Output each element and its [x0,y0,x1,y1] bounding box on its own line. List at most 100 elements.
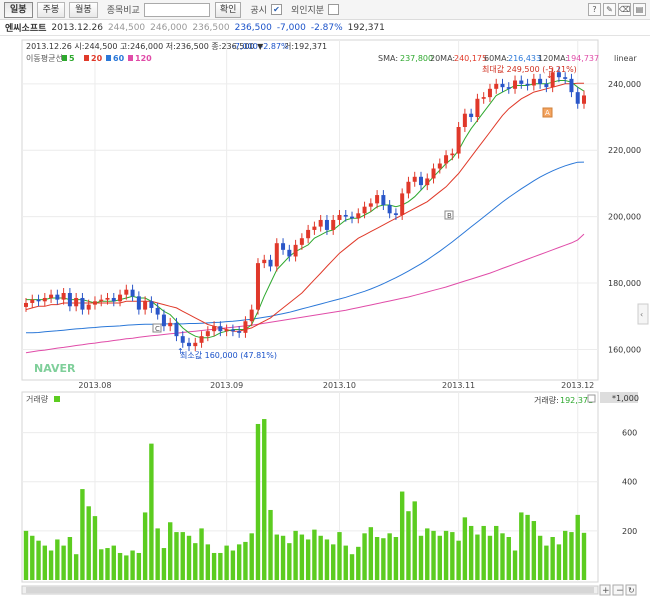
min-price-label: 최소값 160,000 (47.81%) [180,350,277,360]
volume-bar [243,541,248,580]
volume-bar [500,533,505,580]
date-tick-label: 2013.11 [442,381,475,390]
eraser-icon[interactable]: ⌫ [618,3,631,16]
volume-legend-swatch [54,396,60,402]
volume-bar [186,535,192,580]
volume-bar [268,509,273,580]
ma120-value: 194,737 [566,54,599,63]
zoom-in-button[interactable] [599,584,611,596]
ma60-label: 60MA: [484,54,509,63]
right-panel-toggle[interactable] [637,303,649,325]
volume-bar [23,530,29,580]
volume-tick-label: 200 [622,527,637,536]
volume-bar [161,548,167,580]
zoom-out-icon: − [616,586,624,596]
help-icon[interactable]: ? [588,3,601,16]
candle-body [381,195,386,206]
candle-body [450,153,455,156]
ma-legend-swatch [128,55,133,61]
quote-bar: 엔씨소프트 2013.12.26 244,500 246,000 236,500… [0,20,650,36]
volume-bar [230,550,236,580]
candle-body [143,301,148,310]
monthly-period-button[interactable]: 월봉 [69,1,98,18]
candle-body [487,88,492,98]
compare-label: 종목비교 [106,6,140,16]
candle-body [563,77,568,79]
ma60-value: 216,433 [508,54,541,63]
reset-button[interactable] [625,584,637,596]
candle-body [249,309,254,322]
volume-bar [569,532,574,580]
candle-body [149,301,154,308]
volume-bar [368,527,374,580]
candle-body [199,336,204,343]
candle-body [230,329,235,332]
candle-body [343,214,348,217]
weekly-period-button[interactable]: 주봉 [36,1,66,18]
candle-body [362,206,367,214]
disclosure-label: 공시 [250,6,267,16]
candle-body [337,214,342,220]
candle-body [161,314,166,327]
volume-bar [287,543,292,580]
volume-pane-close[interactable] [587,394,596,403]
event-marker-a-text: A [545,109,550,117]
candle-body [393,213,398,215]
scale-label[interactable]: linear [614,54,637,63]
quote-date: 2013.12.26 [51,22,103,33]
ohlc-volume: 거:192,371 [284,42,327,51]
disclosure-checkbox[interactable]: ✔ [270,4,282,15]
volume-bar [412,501,417,580]
candle-body [481,97,486,99]
volume-bar [431,530,436,580]
candle-body [187,342,192,347]
toolbar: 일봉 주봉 월봉 종목비교 확인 공시 ✔ 외인지분 ? ✎ ⌫ ▤ [0,0,650,20]
event-marker-b[interactable] [444,210,454,220]
print-icon[interactable]: ▤ [633,3,646,16]
volume-bar [531,521,537,580]
volume-bar [86,506,91,580]
candle-body [500,83,505,88]
compare-input[interactable] [143,2,210,17]
candle-body [456,127,461,154]
scrollbar-thumb[interactable] [26,587,594,593]
date-tick-label: 2013.10 [323,381,356,390]
volume-bar [437,535,442,580]
volume-unit-label: *1,000 [612,394,639,403]
open-price: 244,500 [107,22,146,33]
candle-body [569,78,574,93]
price-chart: 2013.08 2013.09 2013.10 2013.11 2013.12 160,… [21,39,649,596]
candle-body [406,181,411,194]
zoom-out-button[interactable] [612,584,624,596]
candle-body [469,113,474,118]
date-tick-label: 2013.08 [78,381,111,390]
price-tick-label: 180,000 [608,279,641,288]
ma-legend-item: 120 [135,54,152,63]
candle-body [130,289,135,297]
candle-body [494,83,499,89]
candle-body [306,229,311,239]
volume-bar [537,535,543,580]
volume-readout-value: 192,371 [560,396,593,405]
candle-body [387,205,392,214]
candle-body [243,321,248,333]
volume-bar [349,554,355,580]
candle-body [49,294,54,298]
volume-bar [111,545,116,580]
event-marker-c[interactable] [152,323,162,333]
volume-bar [393,537,399,580]
confirm-button[interactable]: 확인 [214,1,242,18]
daily-period-button[interactable]: 일봉 [4,1,33,18]
foreign-ratio-checkbox[interactable] [328,4,340,15]
candle-body [168,322,173,327]
volume-bar [475,534,480,580]
volume-bar [42,545,48,580]
price-tick-label: 240,000 [608,80,641,89]
volume-bar [61,545,66,580]
volume-bar [356,546,361,580]
event-marker-a[interactable] [542,107,553,118]
pencil-icon[interactable]: ✎ [603,3,616,16]
sma-label: SMA: [378,54,398,63]
trade-volume: 192,371 [347,22,385,33]
candle-body [375,195,380,204]
